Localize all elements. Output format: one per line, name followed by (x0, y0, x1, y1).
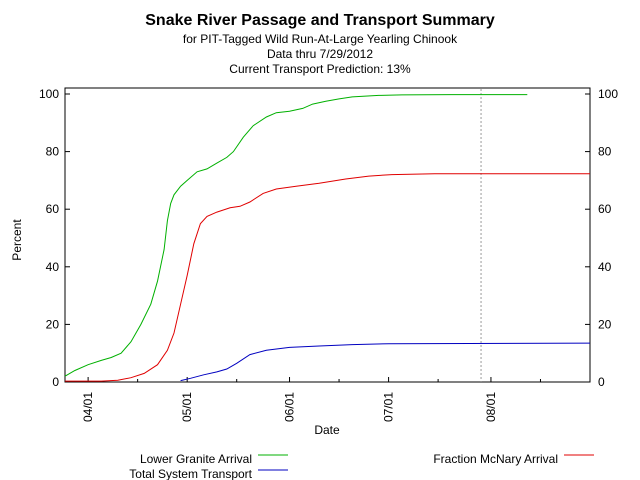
y-tick-label-right: 40 (598, 260, 612, 274)
y-tick-label-right: 80 (598, 145, 612, 159)
series-line-lower-granite-arrival (64, 94, 528, 377)
series-layer (64, 94, 591, 382)
y-tick-label-left: 100 (39, 87, 59, 101)
axis-ticks: 0 0 20 20 40 40 60 60 80 80 100 100 04/01 05/01 06/01 0… (39, 87, 618, 422)
y-tick-label-right: 100 (598, 87, 618, 101)
series-line-fraction-mcnary-arrival (65, 173, 590, 382)
transport-prediction-label: Current Transport Prediction: 13% (229, 62, 411, 76)
chart-title: Snake River Passage and Transport Summar… (145, 12, 495, 29)
y-tick-label-right: 60 (598, 202, 612, 216)
x-axis-label: Date (314, 423, 340, 437)
x-tick-label: 07/01 (382, 392, 396, 422)
y-tick-label-left: 20 (46, 317, 60, 331)
data-through-label: Data thru 7/29/2012 (266, 47, 374, 61)
x-tick-label: 05/01 (180, 392, 194, 422)
x-tick-label: 08/01 (484, 392, 498, 422)
x-tick-label: 06/01 (283, 392, 297, 422)
y-tick-label-right: 20 (598, 317, 612, 331)
chart-subtitle: for PIT-Tagged Wild Run-At-Large Yearlin… (182, 32, 458, 46)
y-tick-label-left: 60 (46, 202, 60, 216)
legend-label-fraction-mcnary-arrival: Fraction McNary Arrival (433, 452, 558, 466)
y-tick-label-left: 40 (46, 260, 60, 274)
legend-label-lower-granite-arrival: Lower Granite Arrival (140, 452, 252, 466)
y-tick-label-right: 0 (598, 375, 605, 389)
y-tick-label-left: 80 (46, 145, 60, 159)
y-axis-label: Percent (10, 219, 24, 261)
series-line-total-system-transport (180, 342, 591, 382)
x-tick-label: 04/01 (81, 392, 95, 422)
plot-frame (64, 87, 591, 383)
y-tick-label-left: 0 (52, 375, 59, 389)
legend-label-total-system-transport: Total System Transport (129, 467, 252, 480)
